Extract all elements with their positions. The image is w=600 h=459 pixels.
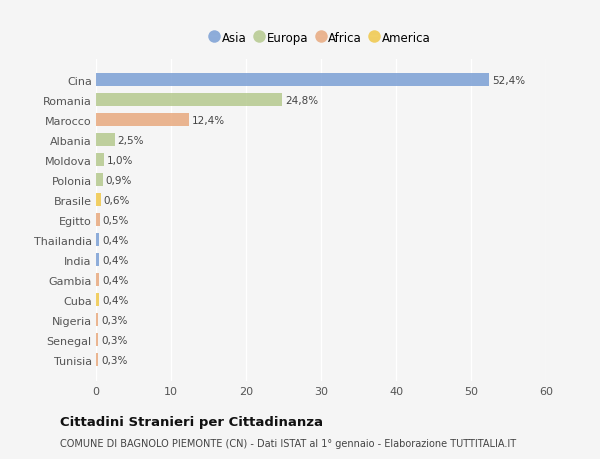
Text: 0,4%: 0,4% [102, 295, 128, 305]
Text: 2,5%: 2,5% [118, 135, 144, 146]
Text: 1,0%: 1,0% [107, 156, 133, 166]
Legend: Asia, Europa, Africa, America: Asia, Europa, Africa, America [206, 27, 436, 50]
Bar [96, 114, 189, 127]
Text: 0,6%: 0,6% [104, 196, 130, 205]
Bar [96, 234, 99, 247]
Bar [96, 334, 98, 347]
Text: Cittadini Stranieri per Cittadinanza: Cittadini Stranieri per Cittadinanza [60, 415, 323, 428]
Text: 0,5%: 0,5% [103, 215, 129, 225]
Bar [96, 74, 489, 87]
Bar [96, 134, 115, 147]
Bar [96, 294, 99, 307]
Bar [96, 353, 98, 366]
Text: 0,3%: 0,3% [101, 315, 128, 325]
Text: 0,3%: 0,3% [101, 355, 128, 365]
Text: COMUNE DI BAGNOLO PIEMONTE (CN) - Dati ISTAT al 1° gennaio - Elaborazione TUTTIT: COMUNE DI BAGNOLO PIEMONTE (CN) - Dati I… [60, 438, 516, 448]
Text: 0,9%: 0,9% [106, 175, 132, 185]
Text: 0,4%: 0,4% [102, 275, 128, 285]
Bar [96, 214, 100, 227]
Bar [96, 174, 103, 187]
Text: 0,4%: 0,4% [102, 255, 128, 265]
Bar [96, 94, 282, 107]
Text: 24,8%: 24,8% [285, 96, 318, 106]
Bar [96, 154, 104, 167]
Text: 12,4%: 12,4% [192, 116, 225, 126]
Text: 0,3%: 0,3% [101, 335, 128, 345]
Bar [96, 313, 98, 326]
Bar [96, 194, 101, 207]
Bar [96, 254, 99, 267]
Text: 0,4%: 0,4% [102, 235, 128, 245]
Text: 52,4%: 52,4% [492, 76, 525, 86]
Bar [96, 274, 99, 286]
